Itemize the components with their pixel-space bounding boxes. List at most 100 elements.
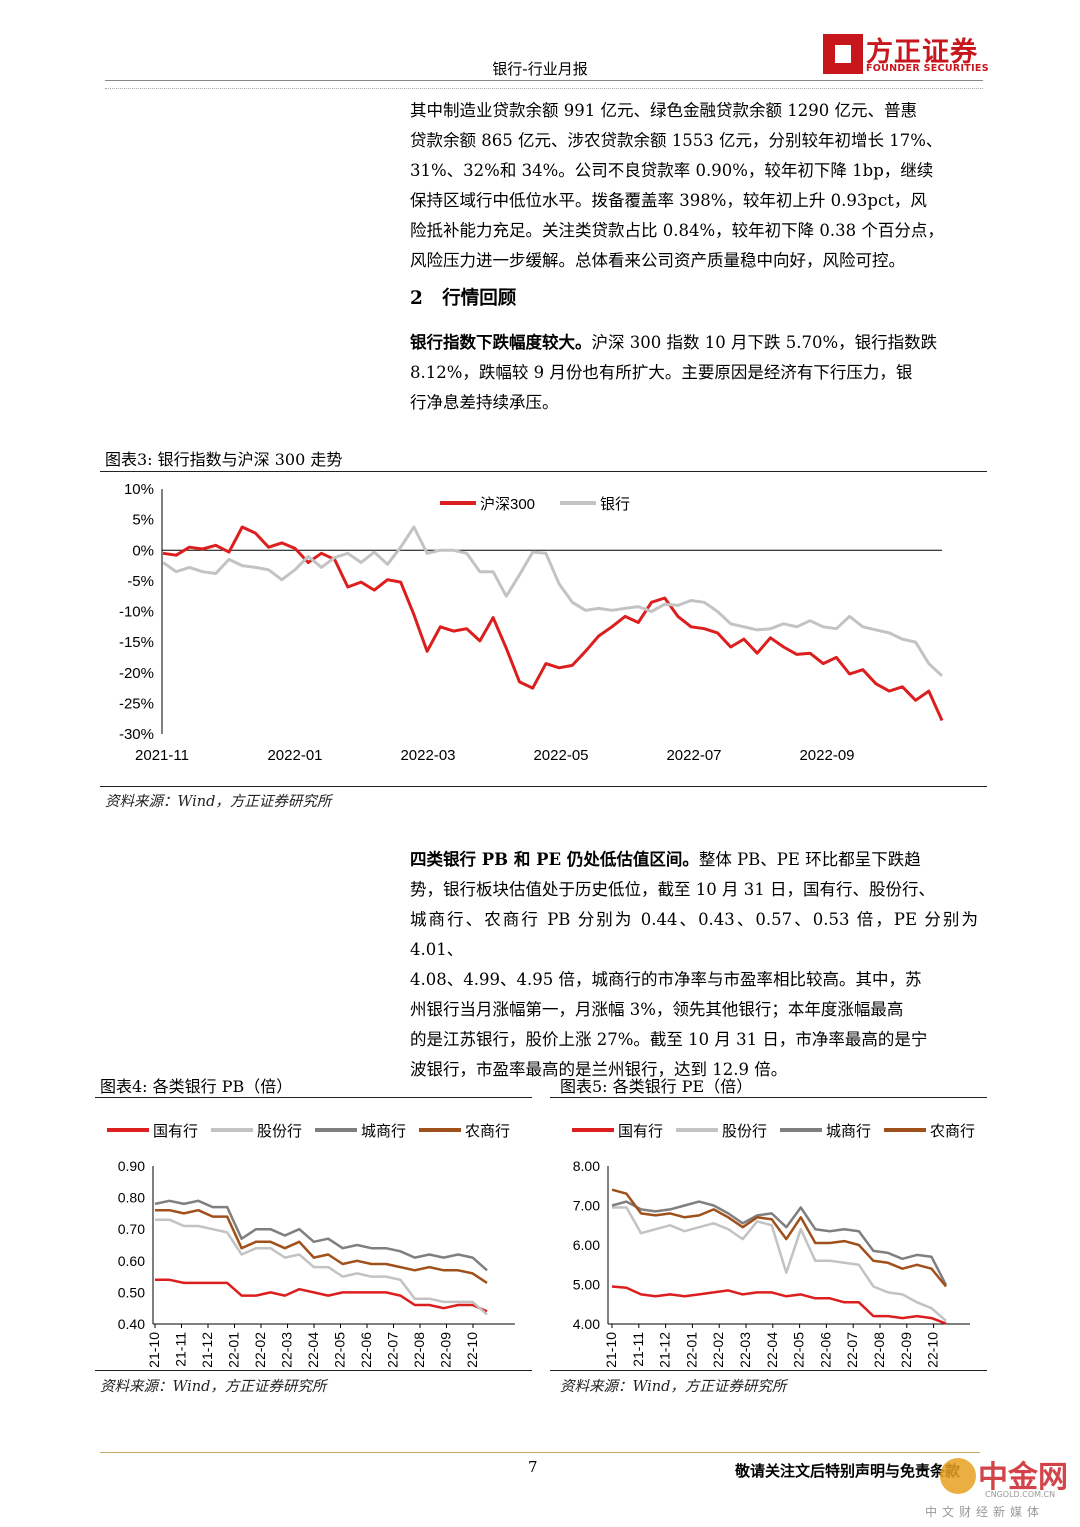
figure-top-rule: [550, 1097, 987, 1098]
text-line: 31%、32%和 34%。公司不良贷款率 0.90%，较年初下降 1bp，继续: [410, 161, 934, 180]
legend-label: 农商行: [930, 1123, 975, 1140]
x-tick-label: 22-09: [898, 1332, 914, 1368]
watermark-logo-icon: [940, 1458, 976, 1494]
x-tick-label: 2021-11: [135, 747, 189, 764]
y-tick-label: 0.70: [118, 1221, 145, 1237]
y-tick-label: -10%: [119, 604, 154, 621]
header-dotted-divider: [105, 88, 983, 89]
x-tick-label: 22-01: [226, 1332, 242, 1368]
y-tick-label: 4.00: [573, 1316, 600, 1332]
figure-bottom-rule: [550, 1370, 987, 1371]
legend-label: 股份行: [722, 1123, 767, 1140]
paragraph-asset-quality: 其中制造业贷款余额 991 亿元、绿色金融贷款余额 1290 亿元、普惠 贷款余…: [410, 96, 978, 276]
logo-text-en: FOUNDER SECURITIES: [866, 63, 989, 74]
x-tick-label: 22-02: [710, 1332, 726, 1368]
y-tick-label: 0.60: [118, 1253, 145, 1269]
x-tick-label: 2022-07: [666, 747, 721, 764]
section-number: 2: [410, 288, 423, 309]
text-line: 州银行当月涨幅第一，月涨幅 3%，领先其他银行；本年度涨幅最高: [410, 1000, 904, 1019]
y-tick-label: -15%: [119, 634, 154, 651]
page-number: 7: [528, 1458, 538, 1476]
legend-label: 银行: [600, 496, 630, 513]
text-line: 沪深 300 指数 10 月下跌 5.70%，银行指数跌: [591, 333, 938, 352]
x-tick-label: 22-04: [764, 1332, 780, 1368]
x-tick-label: 22-10: [464, 1332, 480, 1368]
x-tick-label: 22-08: [411, 1332, 427, 1368]
disclaimer-note: 敬请关注文后特别声明与免责条款: [735, 1462, 961, 1480]
logo-text-cn: 方正证券: [866, 37, 978, 68]
paragraph-valuation: 四类银行 PB 和 PE 仍处低估值区间。整体 PB、PE 环比都呈下跌趋 势，…: [410, 845, 978, 1085]
x-tick-label: 22-09: [438, 1332, 454, 1368]
x-tick-label: 22-07: [844, 1332, 860, 1368]
x-tick-label: 21-10: [146, 1332, 162, 1368]
figure-source: 资料来源：Wind，方正证券研究所: [100, 1379, 327, 1395]
y-tick-label: 8.00: [573, 1158, 600, 1174]
figure-bottom-rule: [100, 786, 987, 787]
chart-bank-vs-hs300: 10% 5% 0% -5% -10% -15% -20% -25% -30% 2021-11 202…: [119, 481, 944, 764]
footer-divider: [100, 1452, 980, 1453]
series-line-brown: [611, 1188, 947, 1288]
series-line-dark_gray: [611, 1200, 948, 1286]
y-tick-label: 0.80: [118, 1190, 145, 1206]
text-line: 保持区域行中低位水平。拨备覆盖率 398%，较年初上升 0.93pct，风: [410, 191, 927, 210]
x-tick-label: 21-12: [199, 1332, 215, 1368]
watermark-subtitle: 中文财经新媒体: [925, 1505, 1045, 1519]
x-tick-label: 2022-09: [799, 747, 854, 764]
figure-source: 资料来源：Wind，方正证券研究所: [560, 1379, 787, 1395]
y-tick-label: 7.00: [573, 1198, 600, 1214]
series-line-dark_gray: [154, 1199, 488, 1272]
section-heading: 2 行情回顾: [410, 284, 516, 310]
x-tick-label: 22-01: [683, 1332, 699, 1368]
x-tick-label: 21-10: [603, 1332, 619, 1368]
y-tick-label: 6.00: [573, 1237, 600, 1253]
legend-label: 农商行: [465, 1123, 510, 1140]
y-tick-label: -20%: [119, 665, 154, 682]
x-tick-label: 22-03: [279, 1332, 295, 1368]
text-line: 风险压力进一步缓解。总体看来公司资产质量稳中向好，风险可控。: [410, 251, 905, 270]
text-line: 波银行，市盈率最高的是兰州银行，达到 12.9 倍。: [410, 1060, 788, 1079]
series-line-brown: [155, 1208, 488, 1284]
y-tick-label: -25%: [119, 695, 154, 712]
series-line-red: [611, 1285, 947, 1325]
x-tick-label: 22-10: [925, 1332, 941, 1368]
header-divider: [105, 80, 983, 81]
y-tick-label: 5.00: [573, 1277, 600, 1293]
watermark-text: 中金网: [978, 1460, 1068, 1495]
x-tick-label: 22-08: [871, 1332, 887, 1368]
text-line: 的是江苏银行，股价上涨 27%。截至 10 月 31 日，市净率最高的是宁: [410, 1030, 928, 1049]
legend-label: 城商行: [826, 1123, 871, 1140]
text-line: 其中制造业贷款余额 991 亿元、绿色金融贷款余额 1290 亿元、普惠: [410, 101, 917, 120]
y-tick-label: 0%: [132, 542, 154, 559]
text-line: 8.12%，跌幅较 9 月份也有所扩大。主要原因是经济有下行压力，银: [410, 363, 913, 382]
text-line: 行净息差持续承压。: [410, 393, 559, 412]
text-line: 4.08、4.99、4.95 倍，城商行的市净率与市盈率相比较高。其中，苏: [410, 970, 922, 989]
section-title: 行情回顾: [442, 288, 517, 309]
lead-sentence: 银行指数下跌幅度较大。: [410, 333, 592, 352]
header-title: 银行-行业月报: [492, 60, 588, 78]
x-tick-label: 22-02: [252, 1332, 268, 1368]
x-tick-label: 22-05: [332, 1332, 348, 1368]
text-line: 整体 PB、PE 环比都呈下跌趋: [698, 850, 921, 869]
x-tick-label: 22-06: [817, 1332, 833, 1368]
founder-logo-icon: [823, 34, 863, 74]
x-tick-label: 21-11: [630, 1332, 646, 1367]
x-tick-label: 2022-01: [267, 747, 322, 764]
series-line-red: [155, 1278, 488, 1313]
x-tick-label: 22-07: [385, 1332, 401, 1368]
x-tick-label: 2022-05: [533, 747, 588, 764]
series-line-light_gray: [155, 1218, 488, 1316]
text-line: 势，银行板块估值处于历史低位，截至 10 月 31 日，国有行、股份行、: [410, 880, 935, 899]
y-tick-label: 10%: [124, 481, 154, 498]
figure-caption: 图表4: 各类银行 PB（倍）: [100, 1077, 293, 1096]
figure-caption: 图表3: 银行指数与沪深 300 走势: [105, 450, 343, 469]
x-tick-label: 22-03: [737, 1332, 753, 1368]
x-tick-label: 22-05: [791, 1332, 807, 1368]
figure-bottom-rule: [95, 1370, 532, 1371]
figure-top-rule: [95, 1097, 532, 1098]
y-tick-label: 0.40: [118, 1316, 145, 1332]
y-tick-label: 0.90: [118, 1158, 145, 1174]
paragraph-market-review: 银行指数下跌幅度较大。沪深 300 指数 10 月下跌 5.70%，银行指数跌 …: [410, 328, 978, 418]
x-tick-label: 22-04: [305, 1332, 321, 1368]
